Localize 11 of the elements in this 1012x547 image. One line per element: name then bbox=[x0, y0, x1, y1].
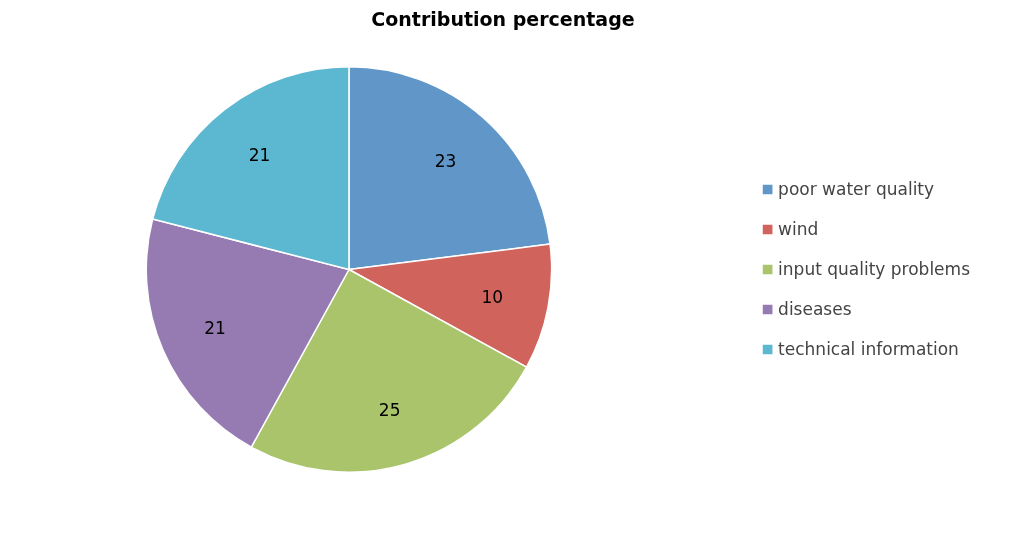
legend-label: wind bbox=[778, 219, 819, 239]
legend-label: diseases bbox=[778, 299, 852, 319]
data-label: 21 bbox=[248, 144, 271, 165]
legend-label: input quality problems bbox=[778, 259, 970, 279]
data-label: 23 bbox=[434, 150, 457, 171]
data-label: 10 bbox=[481, 287, 504, 308]
legend-label: technical information bbox=[778, 339, 959, 359]
chart-title: Contribution percentage bbox=[371, 7, 635, 30]
legend-label: poor water quality bbox=[778, 179, 935, 199]
data-label: 21 bbox=[204, 317, 226, 338]
data-label: 25 bbox=[378, 400, 401, 421]
